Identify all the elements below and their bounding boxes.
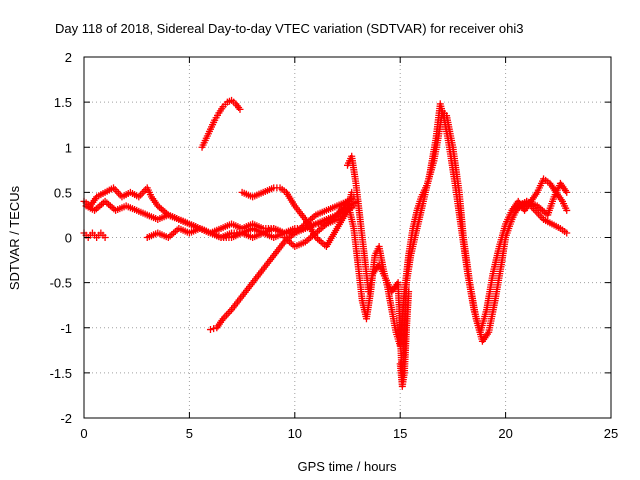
data-point	[563, 188, 571, 196]
data-point	[101, 234, 109, 241]
x-tick-label: 20	[498, 426, 512, 441]
data-point	[563, 229, 571, 237]
series-trace-11	[512, 179, 571, 219]
data-point	[405, 288, 413, 296]
series-trace-4	[143, 220, 299, 241]
y-tick-label: -1.5	[50, 366, 72, 381]
y-tick-label: -2	[60, 411, 72, 426]
x-tick-label: 10	[288, 426, 302, 441]
axis-ticks: 0 5 10 15 20 25 -2 -1.5 -1 -0.5 0 0.5 1 1.5 2	[50, 50, 619, 441]
y-tick-label: 2	[65, 50, 72, 65]
data-points	[80, 96, 571, 390]
series-trace-10	[396, 288, 413, 390]
series-trace-5	[198, 96, 244, 151]
y-axis-label: SDTVAR / TECUs	[7, 185, 22, 290]
x-tick-label: 5	[186, 426, 193, 441]
x-axis-label: GPS time / hours	[298, 459, 397, 474]
series-trace-9	[344, 100, 571, 386]
y-tick-label: 1.5	[54, 95, 72, 110]
data-point	[236, 105, 244, 113]
x-tick-label: 25	[604, 426, 618, 441]
data-point	[210, 325, 218, 333]
data-point	[206, 326, 214, 334]
x-tick-label: 15	[393, 426, 407, 441]
y-tick-label: 0	[65, 231, 72, 246]
chart-title: Day 118 of 2018, Sidereal Day-to-day VTE…	[55, 21, 523, 36]
y-tick-label: -1	[60, 321, 72, 336]
y-tick-label: 0.5	[54, 185, 72, 200]
y-tick-label: -0.5	[50, 276, 72, 291]
x-tick-label: 0	[80, 426, 87, 441]
data-point	[563, 206, 571, 214]
series-trace-6	[206, 193, 358, 334]
y-tick-label: 1	[65, 140, 72, 155]
